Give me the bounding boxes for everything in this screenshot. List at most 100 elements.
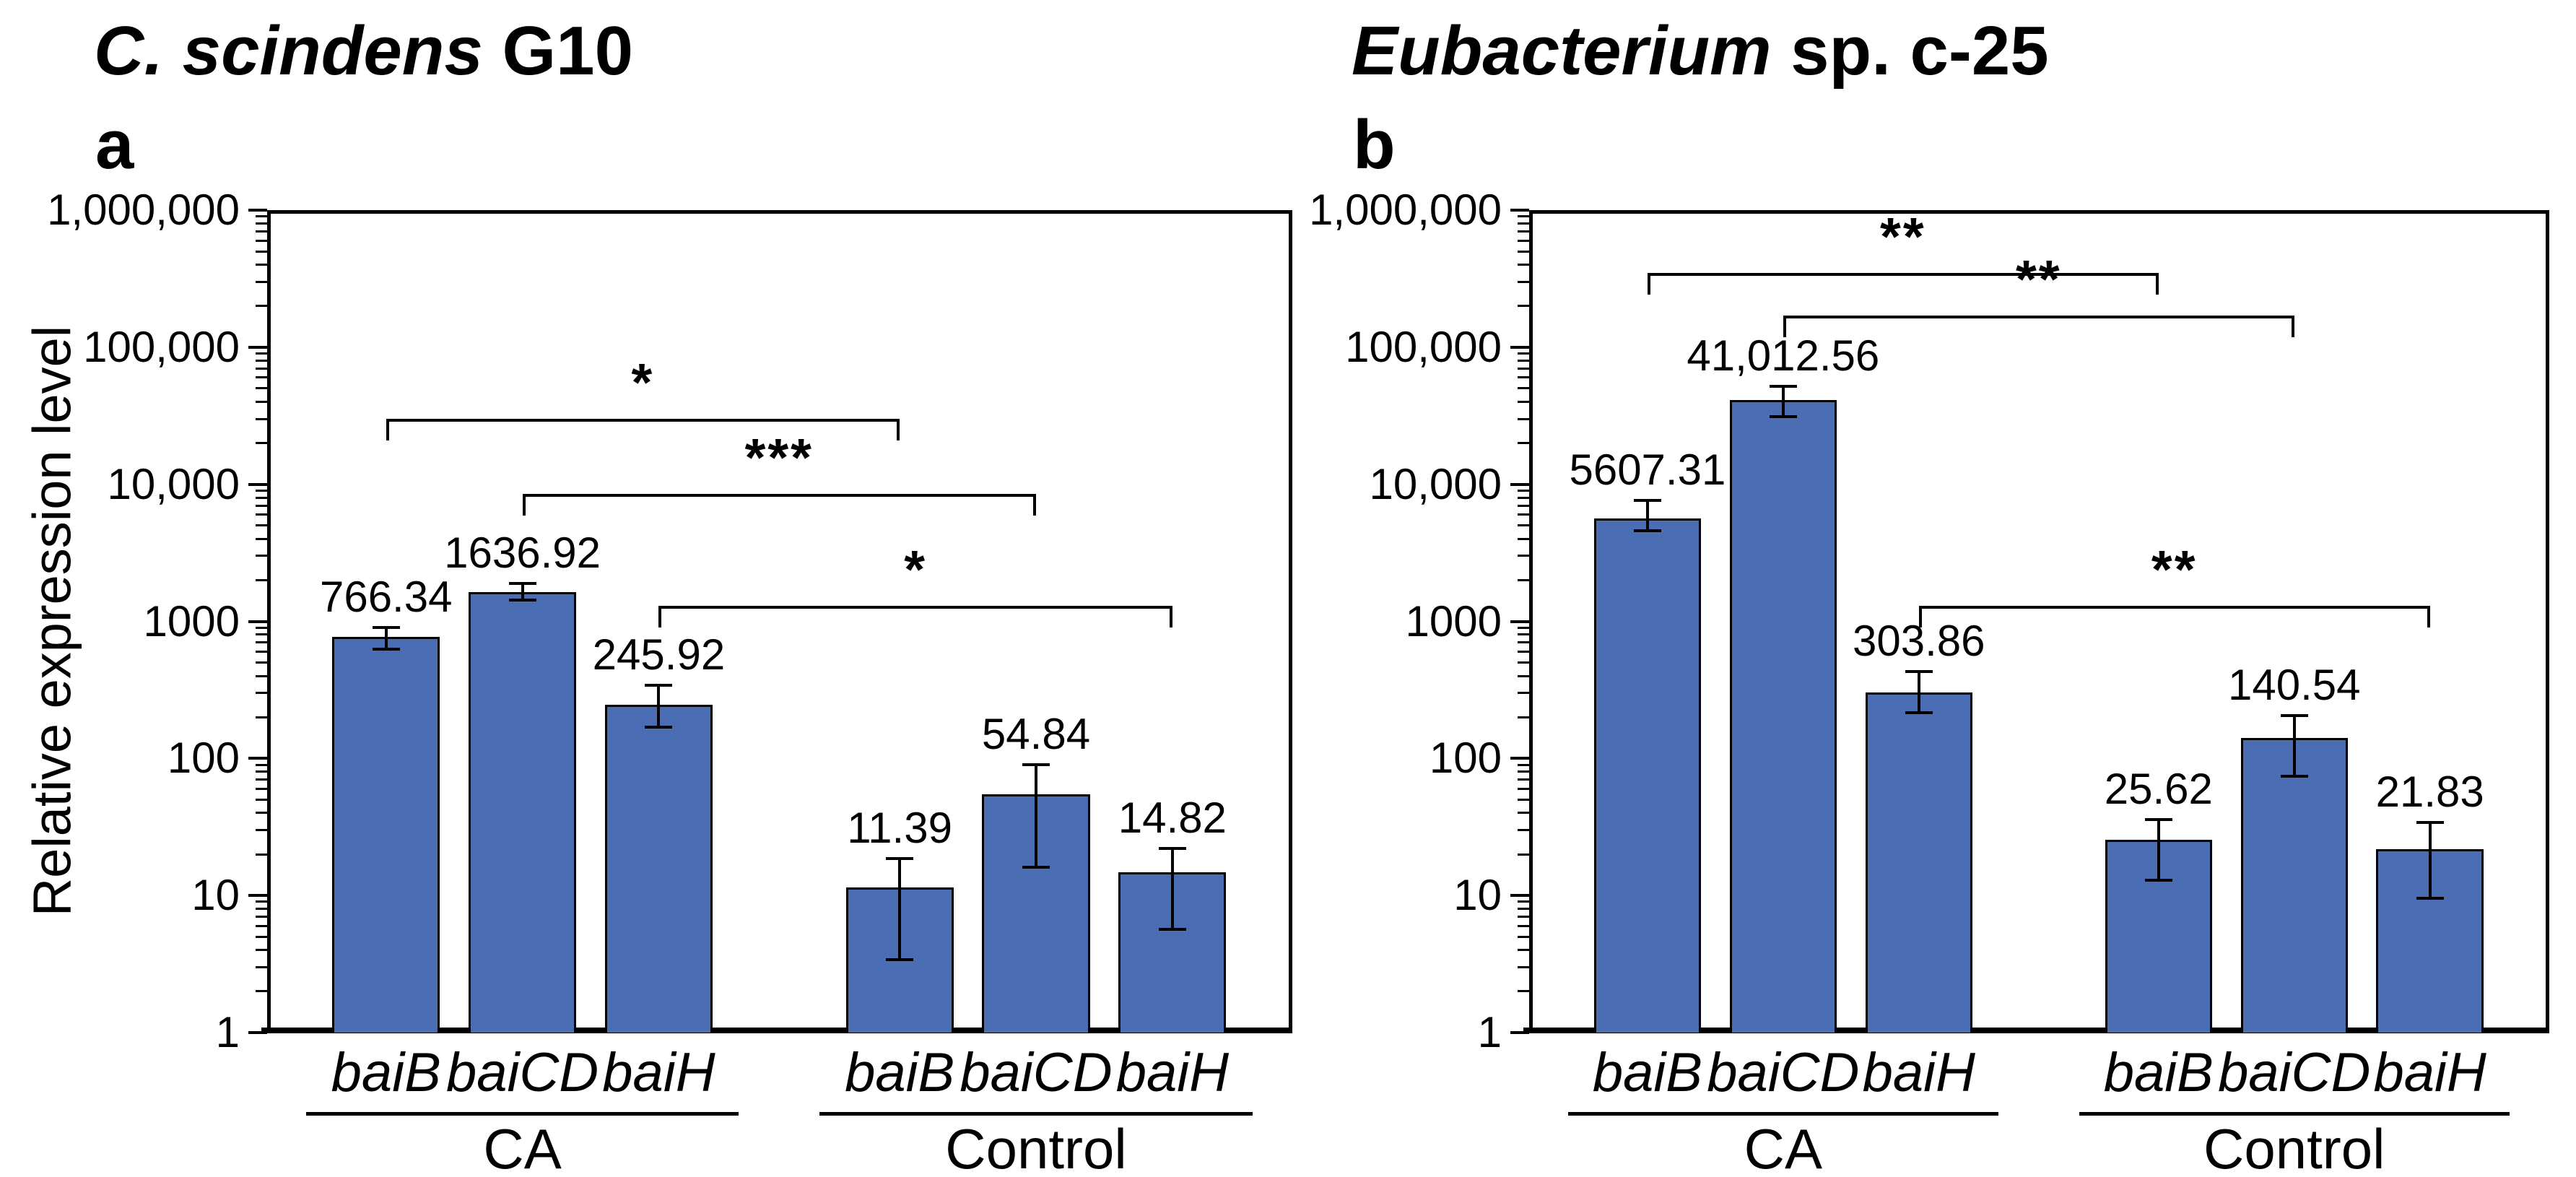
sig-bracket-end-left [522,494,526,516]
y-minor-tick [1518,916,1529,918]
y-tick-label: 1,000,000 [47,186,240,234]
bar-value-label: 21.83 [2375,768,2484,817]
y-minor-tick [1518,935,1529,938]
y-minor-tick [256,633,267,636]
y-minor-tick [1518,417,1529,420]
error-cap-top [2416,821,2444,825]
y-minor-tick [1518,853,1529,856]
y-minor-tick [1518,798,1529,801]
error-cap-bottom [1769,415,1797,419]
y-minor-tick [256,692,267,695]
error-cap-top [1022,763,1050,767]
x-tick-label: baiCD [2218,1042,2371,1103]
y-minor-tick [256,442,267,445]
y-major-tick [1510,757,1529,760]
error-cap-bottom [1633,529,1661,532]
error-cap-top [1769,384,1797,388]
x-tick-label: baiCD [445,1042,599,1103]
y-minor-tick [1518,400,1529,403]
y-minor-tick [1518,305,1529,308]
y-minor-tick [256,716,267,718]
y-tick-label: 10 [191,871,240,920]
y-minor-tick [1518,924,1529,927]
sig-bracket-end-left [1783,316,1786,338]
y-tick-label: 10,000 [107,459,240,508]
error-cap-top [1633,499,1661,503]
y-major-tick [248,757,267,760]
panel-b-title: Eubacterium sp. c-25 [1352,12,2049,91]
error-bar [2157,819,2160,880]
sig-bracket-end-left [386,419,389,441]
y-tick-label: 100,000 [83,322,240,371]
y-minor-tick [256,829,267,832]
y-minor-tick [1518,376,1529,379]
error-bar [898,859,902,960]
sig-asterisks: * [631,352,655,413]
y-minor-tick [256,250,267,253]
sig-bracket-end-left [658,605,662,627]
error-bar [384,627,388,649]
y-minor-tick [256,376,267,379]
y-minor-tick [1518,829,1529,832]
bar-value-label: 14.82 [1118,794,1227,843]
group-underline [819,1112,1253,1116]
error-bar [2428,822,2432,899]
y-minor-tick [256,215,267,218]
sig-bracket-end-left [1647,272,1650,295]
y-minor-tick [256,367,267,370]
error-cap-top [2144,817,2172,821]
y-minor-tick [1518,555,1529,557]
panel-a-title: C. scindens G10 [94,12,633,91]
panel-a-title-strain: G10 [482,12,633,90]
sig-bracket-end-right [1169,605,1172,627]
x-tick-label: baiCD [1707,1042,1860,1103]
panel-b-title-strain: sp. c-25 [1771,12,2049,90]
bar-value-label: 245.92 [592,630,726,679]
y-minor-tick [256,798,267,801]
sig-bracket-end-right [1033,494,1036,516]
y-minor-tick [256,239,267,242]
y-major-tick [248,894,267,898]
y-minor-tick [256,924,267,927]
y-minor-tick [256,305,267,308]
error-cap-bottom [886,958,914,962]
error-bar [657,685,661,727]
x-tick-label: baiH [1115,1042,1230,1103]
y-minor-tick [256,661,267,664]
y-minor-tick [256,853,267,856]
y-minor-tick [256,770,267,773]
y-minor-tick [256,280,267,283]
panel-b-title-species: Eubacterium [1352,12,1772,90]
bar-value-label: 1636.92 [444,528,601,577]
x-tick-label: baiB [331,1042,441,1103]
panel-letter-b: b [1353,106,1396,183]
y-major-tick [1510,894,1529,898]
bar-value-label: 303.86 [1853,617,1985,666]
error-cap-bottom [645,725,673,729]
y-major-tick [1510,482,1529,486]
y-minor-tick [1518,496,1529,499]
y-minor-tick [1518,280,1529,283]
y-tick-label: 1000 [1405,596,1502,646]
y-minor-tick [256,900,267,903]
error-cap-bottom [2280,775,2308,778]
error-cap-bottom [508,599,536,601]
panel-letter-a: a [95,106,134,183]
y-minor-tick [256,504,267,507]
y-major-tick [248,345,267,349]
error-cap-top [1905,670,1933,674]
sig-bracket-line [386,419,900,422]
error-bar [521,583,524,600]
group-underline [305,1112,739,1116]
y-major-tick [248,620,267,623]
y-tick-label: 1000 [143,596,240,646]
y-tick-label: 100 [167,734,240,783]
y-minor-tick [256,990,267,993]
x-tick-label: baiB [845,1042,955,1103]
y-minor-tick [1518,387,1529,390]
error-cap-top [508,581,536,585]
y-minor-tick [256,778,267,781]
group-label: Control [2203,1117,2385,1177]
bar [2240,738,2348,1033]
y-major-tick [1510,345,1529,349]
